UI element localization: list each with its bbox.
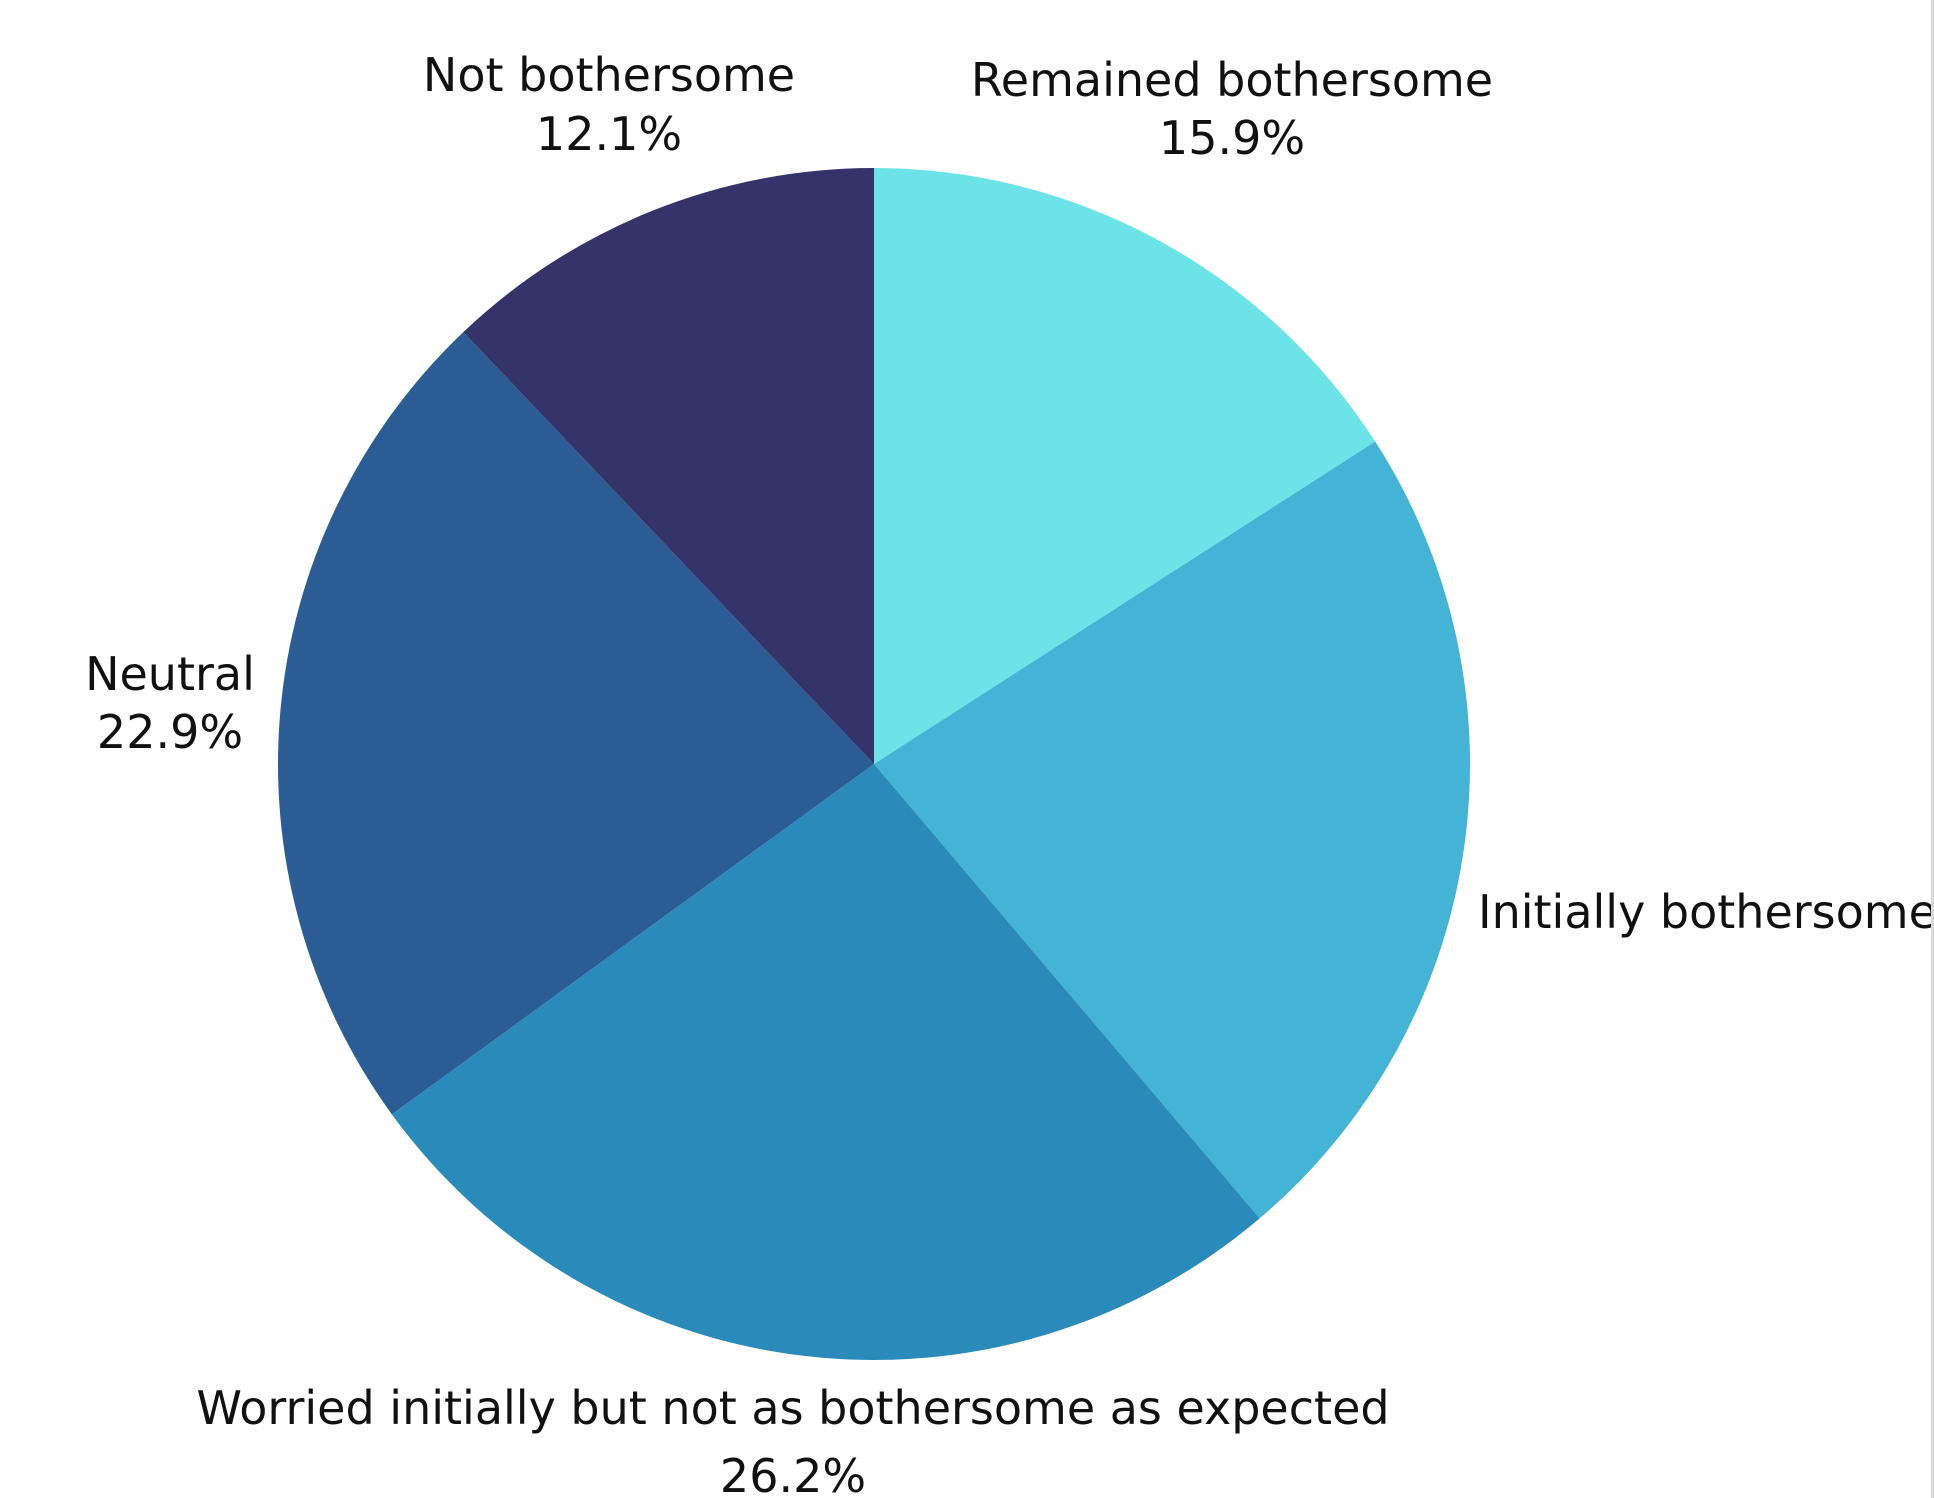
pie-slices: [278, 168, 1471, 1361]
slice-value-worried-initially: 26.2%: [720, 1449, 866, 1498]
pie-slice-neutral: [278, 332, 875, 1115]
slice-label-not-bothersome: Not bothersome: [423, 48, 795, 102]
slice-label-group-neutral: Neutral 22.9%: [85, 647, 255, 759]
slice-value-neutral: 22.9%: [97, 705, 243, 759]
pie-slice-remained-bothersome: [874, 168, 1376, 764]
slice-label-remained-bothersome: Remained bothersome: [971, 53, 1493, 107]
pie-slice-worried-initially-but-not-as-bothersome-as-expected: [391, 764, 1260, 1361]
page-edge-divider: [1931, 0, 1934, 1498]
slice-label-group-initially: Initially bothersome: [1478, 885, 1934, 939]
slice-label-group-not-bothersome: Not bothersome 12.1%: [423, 48, 795, 161]
slice-value-remained-bothersome: 15.9%: [1159, 111, 1305, 165]
slice-value-not-bothersome: 12.1%: [536, 107, 682, 161]
pie-slice-initially-bothersome: [874, 441, 1471, 1219]
pie-slice-not-bothersome: [463, 168, 874, 764]
slice-label-initially-bothersome: Initially bothersome: [1478, 885, 1934, 939]
slice-label-group-remained: Remained bothersome 15.9%: [971, 53, 1493, 165]
slice-label-worried-initially: Worried initially but not as bothersome …: [196, 1381, 1389, 1435]
slice-label-group-worried: Worried initially but not as bothersome …: [196, 1381, 1389, 1498]
slice-label-neutral: Neutral: [85, 647, 255, 701]
